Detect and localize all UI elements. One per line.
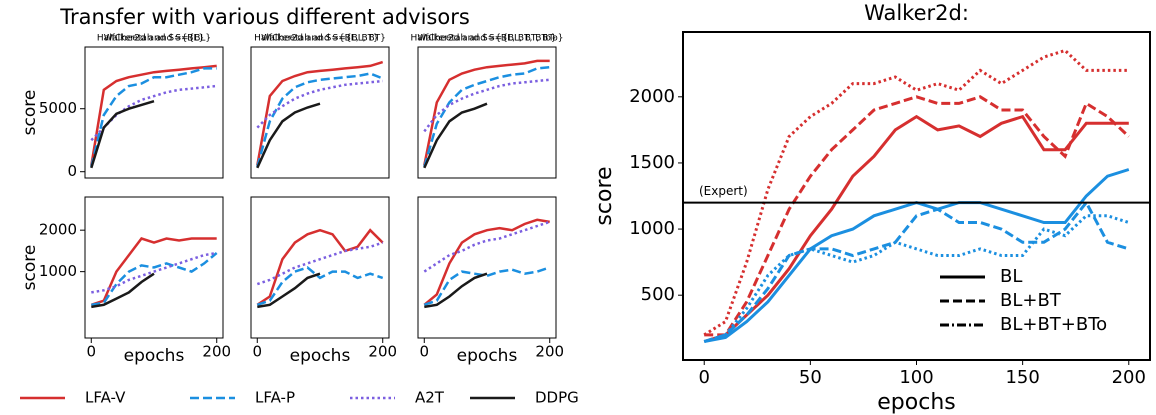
data-line (423, 218, 550, 306)
data-line (90, 64, 217, 166)
data-line (90, 237, 217, 306)
legend-label: A2T (415, 389, 445, 407)
plot-frame (84, 46, 224, 179)
data-line (90, 100, 155, 169)
y-tick-label: 2000 (39, 221, 77, 239)
reference-label: (Expert) (699, 184, 748, 198)
x-tick-label: 0 (252, 343, 262, 361)
x-tick-label: 200 (1112, 367, 1146, 388)
legend-label: LFA-P (255, 389, 295, 407)
x-axis-label: epochs (290, 346, 351, 366)
chart-title: HalfCheetah and S={BL, BT, BTo} (410, 34, 563, 44)
plot-frame (417, 196, 557, 339)
data-line (423, 102, 488, 169)
plot-frame (417, 46, 557, 179)
x-tick-label: 200 (368, 343, 397, 361)
data-line (256, 79, 383, 129)
y-tick-label: 1500 (629, 152, 675, 173)
y-tick-label: 2000 (629, 86, 675, 107)
x-tick-label: 0 (86, 343, 96, 361)
data-line (256, 60, 384, 166)
x-axis-label: epochs (457, 346, 518, 366)
chart-title: HalfCheetah and S={BL, BT} (254, 34, 386, 44)
plot-frame (250, 46, 390, 179)
data-line (704, 95, 1130, 337)
data-line (423, 59, 550, 166)
data-line (703, 48, 1129, 337)
x-tick-label: 200 (202, 343, 231, 361)
data-line (703, 114, 1129, 343)
data-line (423, 78, 550, 133)
y-axis-label: score (20, 245, 40, 291)
data-line (91, 272, 155, 309)
y-tick-label: 500 (641, 284, 675, 305)
x-axis-label: epochs (877, 390, 955, 415)
y-tick-label: 0 (67, 162, 77, 180)
y-tick-label: 1000 (39, 262, 77, 280)
y-axis-label: score (592, 166, 617, 225)
legend-label: LFA-V (85, 389, 126, 407)
data-line (256, 72, 384, 168)
legend-label: DDPG (535, 389, 579, 407)
x-tick-label: 0 (419, 343, 429, 361)
chart-title: Walker2d and S={BL, BT, BTo} (417, 34, 556, 44)
data-line (90, 67, 217, 167)
x-tick-label: 0 (699, 367, 710, 388)
data-line (256, 228, 384, 306)
x-tick-label: 150 (1005, 367, 1039, 388)
y-tick-label: 1000 (629, 218, 675, 239)
data-line (257, 272, 321, 309)
data-line (424, 272, 488, 309)
data-line (256, 241, 384, 286)
chart-title: Walker2d and S={BL} (104, 34, 204, 44)
data-line (703, 214, 1130, 343)
data-line (256, 266, 384, 306)
data-line (91, 252, 218, 307)
data-line (91, 251, 217, 294)
x-axis-label: epochs (124, 346, 185, 366)
chart-title: Walker2d: (864, 1, 969, 25)
legend-label: BL+BT (1000, 290, 1062, 311)
data-line (423, 65, 550, 168)
chart-title: HalfCheetah and S={BL} (97, 34, 211, 44)
plot-frame (682, 31, 1151, 361)
data-line (423, 266, 551, 306)
data-line (90, 84, 217, 142)
data-line (256, 102, 321, 169)
x-tick-label: 50 (799, 367, 822, 388)
x-tick-label: 200 (535, 343, 564, 361)
x-tick-label: 100 (899, 367, 933, 388)
legend-label: BL+BT+BTo (1000, 314, 1107, 335)
y-axis-label: score (20, 90, 40, 136)
legend-label: BL (1000, 266, 1022, 287)
plot-frame (250, 196, 390, 339)
chart-title: Walker2d and S={BL, BT} (261, 34, 379, 44)
figure-title: Transfer with various different advisors (59, 5, 470, 29)
y-tick-label: 5000 (39, 99, 77, 117)
plot-frame (84, 196, 224, 339)
